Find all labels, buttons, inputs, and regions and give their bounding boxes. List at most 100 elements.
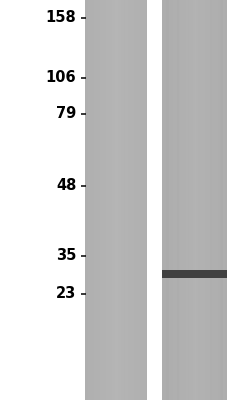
Bar: [161, 16, 227, 20]
Bar: [161, 380, 227, 383]
Bar: [85, 196, 146, 200]
Bar: [122, 0, 123, 400]
Bar: [195, 0, 197, 400]
Bar: [85, 40, 146, 43]
Bar: [161, 56, 227, 60]
Bar: [144, 0, 146, 400]
Bar: [161, 86, 227, 90]
Bar: [132, 0, 133, 400]
Bar: [161, 373, 227, 377]
Bar: [133, 0, 134, 400]
Bar: [85, 203, 146, 207]
Bar: [161, 333, 227, 337]
Bar: [96, 0, 98, 400]
Bar: [223, 0, 224, 400]
Bar: [85, 373, 146, 377]
Bar: [161, 280, 227, 283]
Bar: [161, 300, 227, 303]
Bar: [85, 176, 146, 180]
Bar: [161, 153, 227, 157]
Bar: [104, 0, 105, 400]
Bar: [161, 246, 227, 250]
Bar: [129, 0, 130, 400]
Bar: [85, 36, 146, 40]
Bar: [194, 0, 195, 400]
Bar: [164, 0, 166, 400]
Bar: [85, 310, 146, 313]
Bar: [161, 363, 227, 367]
Bar: [161, 66, 227, 70]
Bar: [201, 0, 202, 400]
Bar: [184, 0, 185, 400]
Bar: [161, 326, 227, 330]
Bar: [101, 0, 103, 400]
Bar: [203, 0, 204, 400]
Text: 35: 35: [56, 248, 76, 264]
Bar: [224, 0, 225, 400]
Bar: [161, 323, 227, 327]
Bar: [124, 0, 125, 400]
Bar: [161, 220, 227, 223]
Bar: [110, 0, 111, 400]
Bar: [161, 156, 227, 160]
Bar: [85, 0, 86, 400]
Bar: [85, 83, 146, 87]
Bar: [161, 46, 227, 50]
Bar: [161, 296, 227, 300]
Bar: [119, 0, 120, 400]
Bar: [117, 0, 118, 400]
Bar: [85, 250, 146, 253]
Bar: [137, 0, 138, 400]
Bar: [161, 306, 227, 310]
Bar: [161, 130, 227, 133]
Bar: [197, 0, 199, 400]
Bar: [161, 376, 227, 380]
Bar: [213, 0, 214, 400]
Bar: [85, 296, 146, 300]
Bar: [85, 263, 146, 267]
Bar: [118, 0, 119, 400]
Bar: [92, 0, 94, 400]
Text: 158: 158: [45, 10, 76, 26]
Bar: [85, 190, 146, 193]
Bar: [218, 0, 220, 400]
Bar: [107, 0, 108, 400]
Bar: [85, 126, 146, 130]
Bar: [85, 33, 146, 37]
Bar: [85, 90, 146, 93]
Bar: [143, 0, 145, 400]
Bar: [161, 160, 227, 163]
Bar: [85, 26, 146, 30]
Bar: [161, 0, 163, 400]
Bar: [161, 43, 227, 47]
Bar: [85, 173, 146, 177]
Bar: [85, 286, 146, 290]
Bar: [95, 0, 97, 400]
Bar: [222, 0, 223, 400]
Bar: [161, 243, 227, 247]
Bar: [161, 260, 227, 263]
Bar: [179, 0, 180, 400]
Bar: [161, 226, 227, 230]
Bar: [180, 0, 181, 400]
Bar: [161, 6, 227, 10]
Bar: [85, 10, 146, 13]
Bar: [170, 0, 171, 400]
Bar: [161, 286, 227, 290]
Bar: [139, 0, 141, 400]
Bar: [85, 316, 146, 320]
Bar: [85, 116, 146, 120]
Bar: [85, 160, 146, 163]
Bar: [161, 33, 227, 37]
Bar: [161, 340, 227, 343]
Bar: [192, 0, 193, 400]
Bar: [85, 143, 146, 147]
Bar: [85, 130, 146, 133]
Bar: [161, 36, 227, 40]
Bar: [161, 20, 227, 23]
Bar: [188, 0, 189, 400]
Bar: [198, 0, 200, 400]
Bar: [161, 223, 227, 227]
Bar: [85, 383, 146, 387]
Bar: [161, 26, 227, 30]
